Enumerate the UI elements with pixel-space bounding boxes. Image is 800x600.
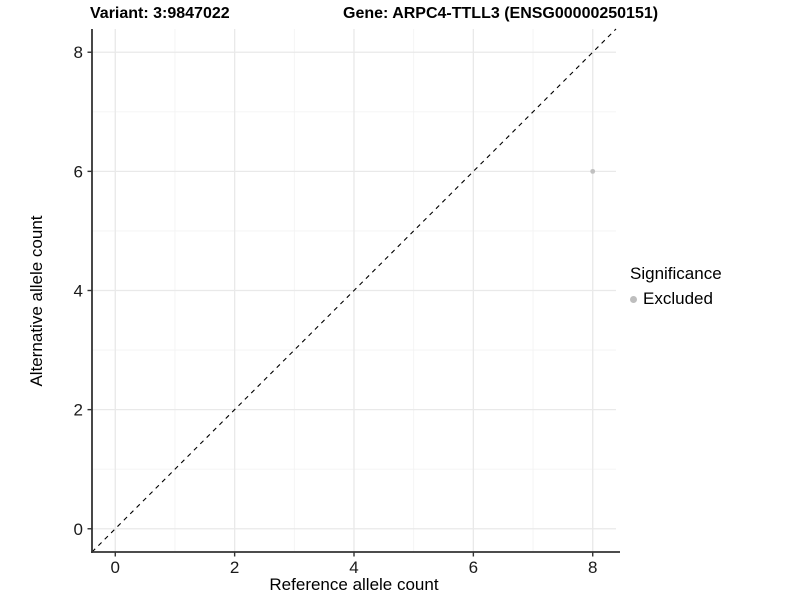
x-tick-label: 4 (349, 558, 358, 577)
y-axis-title: Alternative allele count (27, 215, 46, 387)
y-tick-label: 4 (74, 282, 83, 301)
y-tick-label: 8 (74, 43, 83, 62)
legend-item-label: Excluded (643, 289, 713, 308)
x-tick-label: 6 (469, 558, 478, 577)
legend-title: Significance (630, 264, 722, 283)
x-tick-label: 0 (111, 558, 120, 577)
legend-item-excluded: Excluded (630, 289, 722, 309)
x-axis-title: Reference allele count (269, 575, 439, 594)
gene-title: Gene: ARPC4-TTLL3 (ENSG00000250151) (343, 5, 659, 22)
legend: Significance Excluded (630, 264, 722, 309)
legend-point-icon (630, 295, 637, 303)
y-tick-label: 0 (74, 520, 83, 539)
data-point (590, 168, 596, 174)
y-tick-label: 2 (74, 401, 83, 420)
identity-reference-line (91, 28, 617, 553)
y-tick-label: 6 (74, 162, 83, 181)
variant-title: Variant: 3:9847022 (90, 5, 230, 22)
x-tick-label: 2 (230, 558, 239, 577)
x-tick-label: 8 (588, 558, 597, 577)
